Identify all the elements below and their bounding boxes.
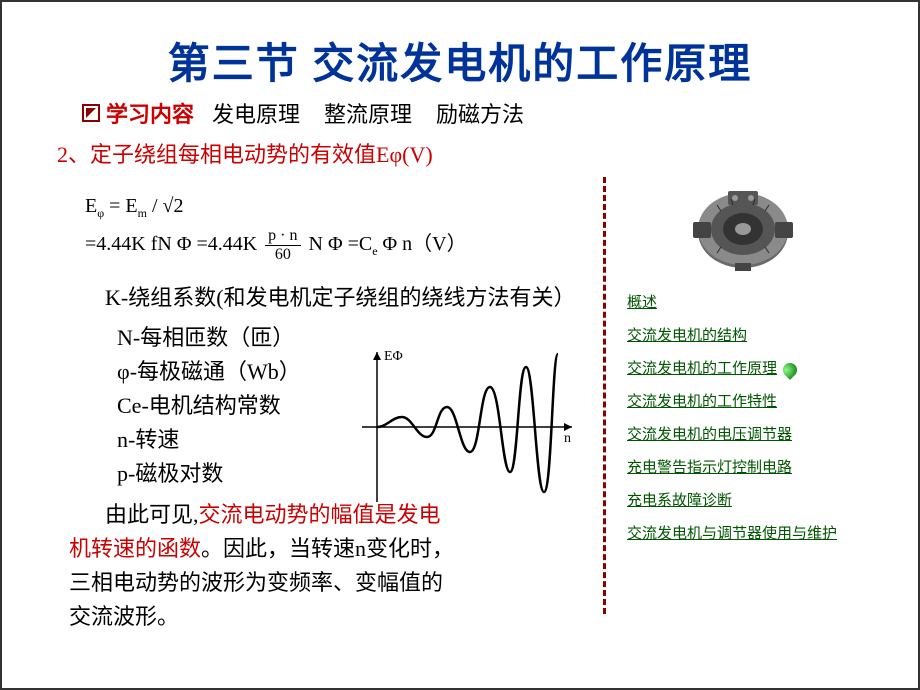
formula-2a: =4.44K fN Φ =4.44K	[85, 233, 257, 255]
conclusion-pre: 由此可见,	[105, 502, 199, 527]
y-axis-label: EΦ	[384, 349, 403, 364]
fraction-denominator: 60	[265, 246, 300, 263]
formula-eq: = E	[104, 195, 138, 217]
y-axis-arrow-icon	[373, 352, 381, 360]
wave-chart: EΦ n	[352, 342, 582, 512]
formula-sqrt: / √2	[147, 195, 184, 217]
subtitle-label: 学习内容	[106, 97, 194, 129]
x-axis-arrow-icon	[564, 423, 572, 431]
nav-list: 概述 交流发电机的结构 交流发电机的工作原理 交流发电机的工作特性 交流发电机的…	[609, 291, 877, 543]
subtitle-item-1: 发电原理	[212, 97, 300, 129]
slide: 第三节 交流发电机的工作原理 学习内容 发电原理 整流原理 励磁方法 2、定子绕…	[0, 0, 920, 690]
formula-2b: N Φ =C	[309, 233, 373, 255]
nav-link-regulator[interactable]: 交流发电机的电压调节器	[627, 423, 877, 444]
nav-link-characteristics[interactable]: 交流发电机的工作特性	[627, 390, 877, 411]
page-title: 第三节 交流发电机的工作原理	[2, 2, 918, 91]
subtitle-item-3: 励磁方法	[436, 97, 524, 129]
subtitle-item-2: 整流原理	[324, 97, 412, 129]
subtitle-row: 学习内容 发电原理 整流原理 励磁方法	[2, 97, 918, 129]
nav-link-maintenance[interactable]: 交流发电机与调节器使用与维护	[627, 522, 877, 543]
arrow-down-right-icon	[82, 104, 100, 122]
nav-link-principle[interactable]: 交流发电机的工作原理	[627, 357, 877, 378]
wave-path	[377, 354, 558, 492]
alternator-image	[673, 177, 813, 277]
right-column: 概述 交流发电机的结构 交流发电机的工作原理 交流发电机的工作特性 交流发电机的…	[597, 177, 877, 634]
nav-link-diagnosis[interactable]: 充电系故障诊断	[627, 489, 877, 510]
formula-2c: Φ n（V）	[378, 233, 467, 255]
formula-fraction: p · n 60	[265, 228, 300, 263]
formula-line-1: Eφ = Em / √2	[85, 187, 597, 225]
nav-link-warning-circuit[interactable]: 充电警告指示灯控制电路	[627, 456, 877, 477]
x-axis-label: n	[564, 431, 571, 446]
section-heading: 2、定子绕组每相电动势的有效值Eφ(V)	[2, 137, 918, 169]
conclusion-paragraph: 由此可见,交流电动势的幅值是发电机转速的函数。因此，当转速n变化时，三相电动势的…	[57, 498, 457, 634]
vertical-divider	[603, 177, 606, 614]
formula-line-2: =4.44K fN Φ =4.44K p · n 60 N Φ =Ce Φ n（…	[85, 225, 597, 263]
nav-link-structure[interactable]: 交流发电机的结构	[627, 324, 877, 345]
k-definition: K-绕组系数(和发电机定子绕组的绕线方法有关）	[57, 281, 597, 315]
fraction-numerator: p · n	[265, 228, 300, 246]
formula-lhs: E	[85, 195, 97, 217]
nav-link-overview[interactable]: 概述	[627, 291, 877, 312]
formula-block: Eφ = Em / √2 =4.44K fN Φ =4.44K p · n 60…	[57, 177, 597, 275]
formula-sub2: m	[138, 206, 147, 220]
